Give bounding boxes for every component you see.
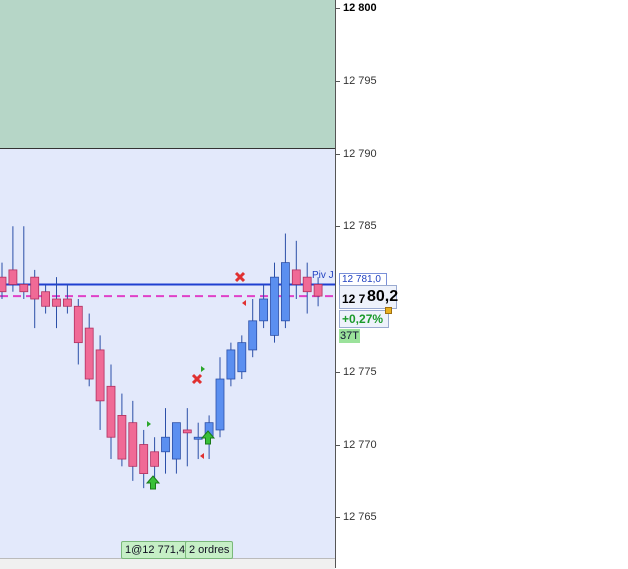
candle-down[interactable] (313, 277, 323, 307)
candle-up[interactable] (193, 422, 203, 460)
axis-tick-label: 12 800 (343, 2, 377, 14)
candle-body (237, 342, 247, 373)
axis-tick-label: 12 790 (343, 147, 377, 160)
axis-tick-label: 12 775 (343, 365, 377, 378)
candle-up[interactable] (280, 233, 290, 329)
candle-body (259, 298, 269, 322)
red-triangle-icon (242, 300, 246, 306)
axis-tick-label: 12 770 (343, 438, 377, 451)
candle-body (291, 269, 301, 285)
pivot-label: Piv J (312, 270, 334, 281)
candle-body (193, 436, 203, 440)
candlestick-chart[interactable] (0, 0, 335, 558)
axis-tick-mark (335, 226, 340, 228)
red-triangle-icon (200, 453, 204, 459)
candle-up[interactable] (215, 357, 225, 438)
candle-body (171, 422, 181, 460)
candle-body (313, 284, 323, 297)
axis-tick-mark (335, 80, 340, 82)
candle-body (0, 276, 7, 293)
change-marker-icon (385, 307, 392, 314)
candle-down[interactable] (8, 226, 18, 292)
candle-up[interactable] (171, 422, 181, 474)
candle-body (248, 320, 258, 351)
candle-down[interactable] (84, 313, 94, 387)
axis-tick-mark (335, 371, 340, 373)
candle-up[interactable] (226, 342, 236, 387)
axis-tick-label: 12 785 (343, 220, 377, 233)
green-triangle-icon (201, 366, 205, 372)
candle-body (280, 262, 290, 322)
candle-down[interactable] (128, 400, 138, 481)
chart-area[interactable]: Piv J (0, 0, 335, 558)
candle-body (302, 276, 312, 293)
candle-up[interactable] (270, 262, 279, 343)
candle-body (182, 429, 192, 434)
sell-signal-icon (234, 271, 246, 283)
candle-down[interactable] (291, 240, 301, 299)
candle-down[interactable] (73, 299, 83, 365)
current-price-suffix: 80,2 (367, 288, 399, 305)
candle-body (30, 276, 40, 300)
candle-up[interactable] (161, 408, 170, 474)
price-axis-line (335, 0, 336, 568)
current-price-prefix: 12 7 (342, 292, 366, 306)
axis-tick-label: 12 765 (343, 511, 377, 524)
orders-button[interactable]: 2 ordres (185, 541, 234, 559)
candle-body (215, 378, 225, 431)
candle-down[interactable] (95, 335, 105, 430)
candle-body (270, 276, 279, 336)
candle-body (63, 298, 72, 307)
candle-down[interactable] (19, 226, 29, 299)
candle-up[interactable] (259, 284, 269, 329)
candle-body (226, 349, 236, 380)
green-triangle-icon (147, 421, 151, 427)
buy-arrow-icon (145, 475, 161, 490)
candle-body (150, 451, 160, 467)
axis-tick-label: 12 795 (343, 74, 377, 87)
current-price-box: 12 7 80,2 (339, 285, 399, 309)
candle-body (161, 436, 170, 453)
candle-up[interactable] (248, 299, 258, 358)
candle-body (52, 298, 61, 307)
candle-body (19, 284, 29, 293)
resistance-zone (0, 0, 335, 149)
candle-down[interactable] (0, 262, 7, 299)
buy-arrow-icon (200, 430, 216, 445)
candle-body (84, 327, 94, 380)
axis-tick-mark (335, 153, 340, 155)
axis-tick-mark (335, 444, 340, 446)
candle-down[interactable] (182, 408, 192, 467)
candle-down[interactable] (52, 277, 61, 329)
candle-body (139, 444, 149, 475)
daily-change-badge: +0,27% (339, 310, 389, 328)
candle-down[interactable] (41, 284, 50, 314)
candle-body (8, 269, 18, 285)
candle-down[interactable] (106, 364, 116, 460)
candle-down[interactable] (30, 269, 40, 329)
candle-down[interactable] (150, 437, 160, 481)
candle-down[interactable] (63, 284, 72, 314)
candle-body (128, 422, 138, 467)
axis-tick-mark (335, 517, 340, 519)
candle-body (73, 305, 83, 344)
tick-count-badge: 37T (339, 329, 360, 343)
candle-body (95, 349, 105, 402)
sell-signal-icon (191, 373, 203, 385)
axis-tick-mark (335, 8, 340, 9)
position-button[interactable]: 1@12 771,4 (121, 541, 190, 559)
candle-body (106, 385, 116, 438)
candle-body (117, 414, 127, 460)
candle-up[interactable] (237, 335, 247, 380)
candle-down[interactable] (139, 429, 149, 489)
candle-body (41, 291, 50, 307)
candle-down[interactable] (302, 262, 312, 314)
candle-down[interactable] (117, 393, 127, 467)
horizontal-scrollbar[interactable] (0, 558, 335, 569)
